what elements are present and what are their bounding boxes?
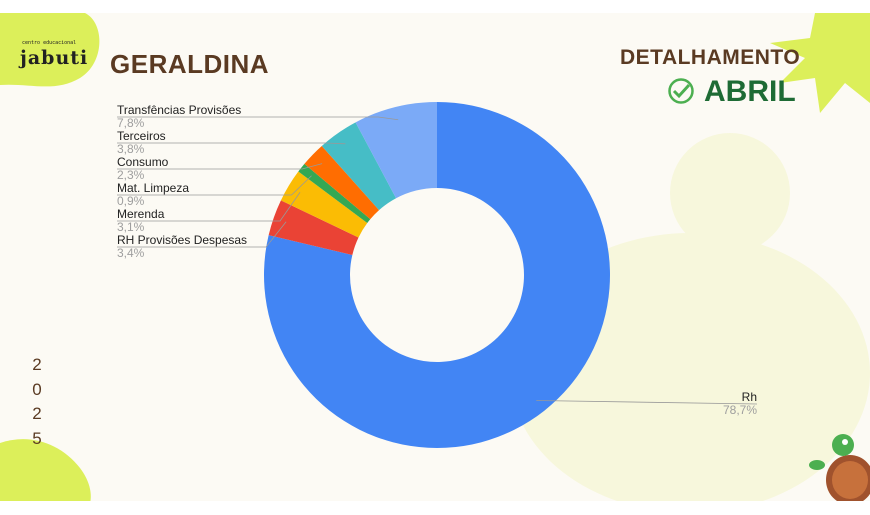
donut-slice bbox=[268, 200, 359, 255]
logo: jabuti bbox=[20, 47, 89, 69]
donut-slice bbox=[264, 102, 610, 448]
donut-slice bbox=[280, 171, 368, 238]
donut-slice bbox=[304, 145, 380, 220]
donut-slice bbox=[355, 102, 437, 199]
logo-blob bbox=[0, 13, 100, 87]
leader-line bbox=[117, 163, 323, 170]
donut-slice bbox=[321, 122, 397, 211]
turtle-icon bbox=[809, 434, 870, 501]
slice-label: Terceiros bbox=[117, 129, 166, 143]
leader-line bbox=[117, 221, 287, 248]
leader-line bbox=[536, 400, 758, 405]
subtitle: DETALHAMENTO bbox=[620, 46, 801, 69]
year-digit: 2 bbox=[32, 355, 42, 374]
slice-percent: 3,4% bbox=[117, 246, 145, 260]
slice-percent: 78,7% bbox=[723, 403, 757, 417]
slice-percent: 2,3% bbox=[117, 168, 145, 182]
slice-label: Transfências Provisões bbox=[117, 103, 241, 117]
leader-line bbox=[117, 142, 346, 145]
leader-line bbox=[117, 116, 399, 121]
slice-label: Rh bbox=[742, 390, 757, 404]
year-vertical: 2 0 2 5 bbox=[30, 353, 44, 451]
leader-line bbox=[117, 175, 312, 196]
slide: centro educacional jabuti GERALDINA DETA… bbox=[0, 13, 870, 501]
leader-line bbox=[117, 192, 301, 222]
slice-percent: 3,8% bbox=[117, 142, 145, 156]
bottom-blob bbox=[0, 439, 91, 501]
logo-tagline: centro educacional bbox=[22, 40, 77, 46]
month-label: ABRIL bbox=[704, 75, 796, 108]
year-digit: 0 bbox=[32, 379, 42, 399]
star-blob bbox=[770, 13, 870, 113]
slice-percent: 7,8% bbox=[117, 116, 145, 130]
check-circle-icon bbox=[668, 78, 694, 104]
slice-label: Consumo bbox=[117, 155, 169, 169]
year-digit: 5 bbox=[32, 428, 42, 448]
donut-slice bbox=[298, 163, 371, 223]
slice-percent: 3,1% bbox=[117, 220, 145, 234]
slice-percent: 0,9% bbox=[117, 194, 145, 208]
slice-label: Mat. Limpeza bbox=[117, 181, 189, 195]
slice-label: RH Provisões Despesas bbox=[117, 233, 247, 247]
page-title: GERALDINA bbox=[110, 49, 270, 79]
slice-label: Merenda bbox=[117, 207, 165, 221]
year-digit: 2 bbox=[32, 404, 42, 423]
